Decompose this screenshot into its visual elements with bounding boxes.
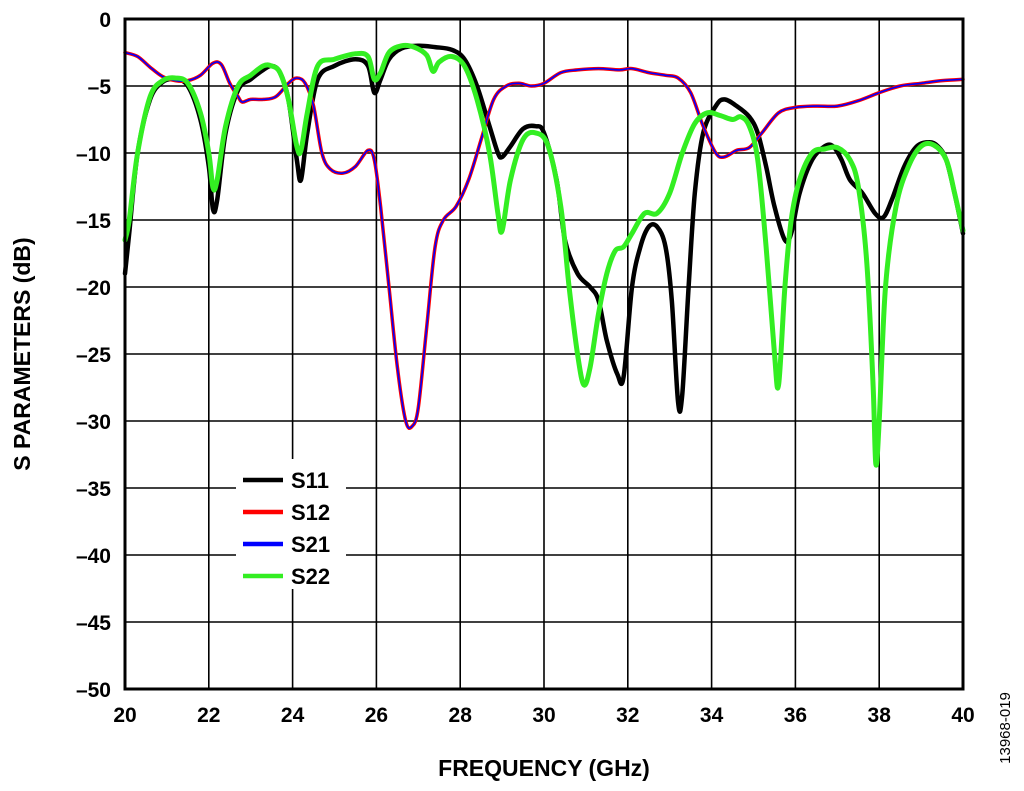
- x-tick-label: 20: [113, 704, 136, 727]
- y-tick-label: –10: [76, 143, 111, 166]
- y-tick-label: –15: [76, 210, 111, 233]
- x-tick-label: 40: [951, 704, 974, 727]
- y-tick-label: 0: [99, 9, 111, 32]
- legend-label-s11: S11: [291, 468, 329, 493]
- x-tick-label: 34: [700, 704, 724, 727]
- y-tick-label: –45: [76, 612, 111, 635]
- y-tick-label: –20: [76, 277, 111, 300]
- legend-label-s22: S22: [291, 564, 330, 589]
- y-tick-label: –50: [76, 679, 111, 702]
- y-tick-label: –5: [88, 76, 112, 99]
- y-tick-label: –25: [76, 344, 111, 367]
- x-tick-label: 26: [365, 704, 388, 727]
- series-lines: [122, 42, 966, 468]
- x-axis-label: FREQUENCY (GHz): [438, 755, 650, 781]
- series-line-s21: [124, 51, 964, 430]
- legend: S11 S12 S21 S22: [236, 459, 346, 589]
- x-tick-labels: 20 22 24 26 28 30 32 34 36 38 40: [113, 704, 974, 727]
- plot-frame: [123, 17, 965, 691]
- legend-label-s21: S21: [291, 532, 330, 557]
- x-tick-label: 30: [532, 704, 555, 727]
- series-line-s22: [122, 42, 966, 468]
- x-tick-label: 38: [868, 704, 892, 727]
- y-tick-label: –30: [76, 411, 111, 434]
- y-tick-label: –40: [76, 545, 111, 568]
- x-tick-label: 24: [281, 704, 305, 727]
- figure-id: 13968-019: [997, 692, 1014, 764]
- y-axis-label: S PARAMETERS (dB): [9, 237, 35, 470]
- x-tick-label: 22: [197, 704, 220, 727]
- x-tick-label: 32: [616, 704, 639, 727]
- x-tick-label: 36: [784, 704, 807, 727]
- y-tick-labels: 0 –5 –10 –15 –20 –25 –30 –35 –40 –45 –50: [76, 9, 111, 702]
- x-tick-label: 28: [449, 704, 473, 727]
- y-tick-label: –35: [76, 478, 111, 501]
- grid: [125, 19, 963, 689]
- legend-label-s12: S12: [291, 500, 330, 525]
